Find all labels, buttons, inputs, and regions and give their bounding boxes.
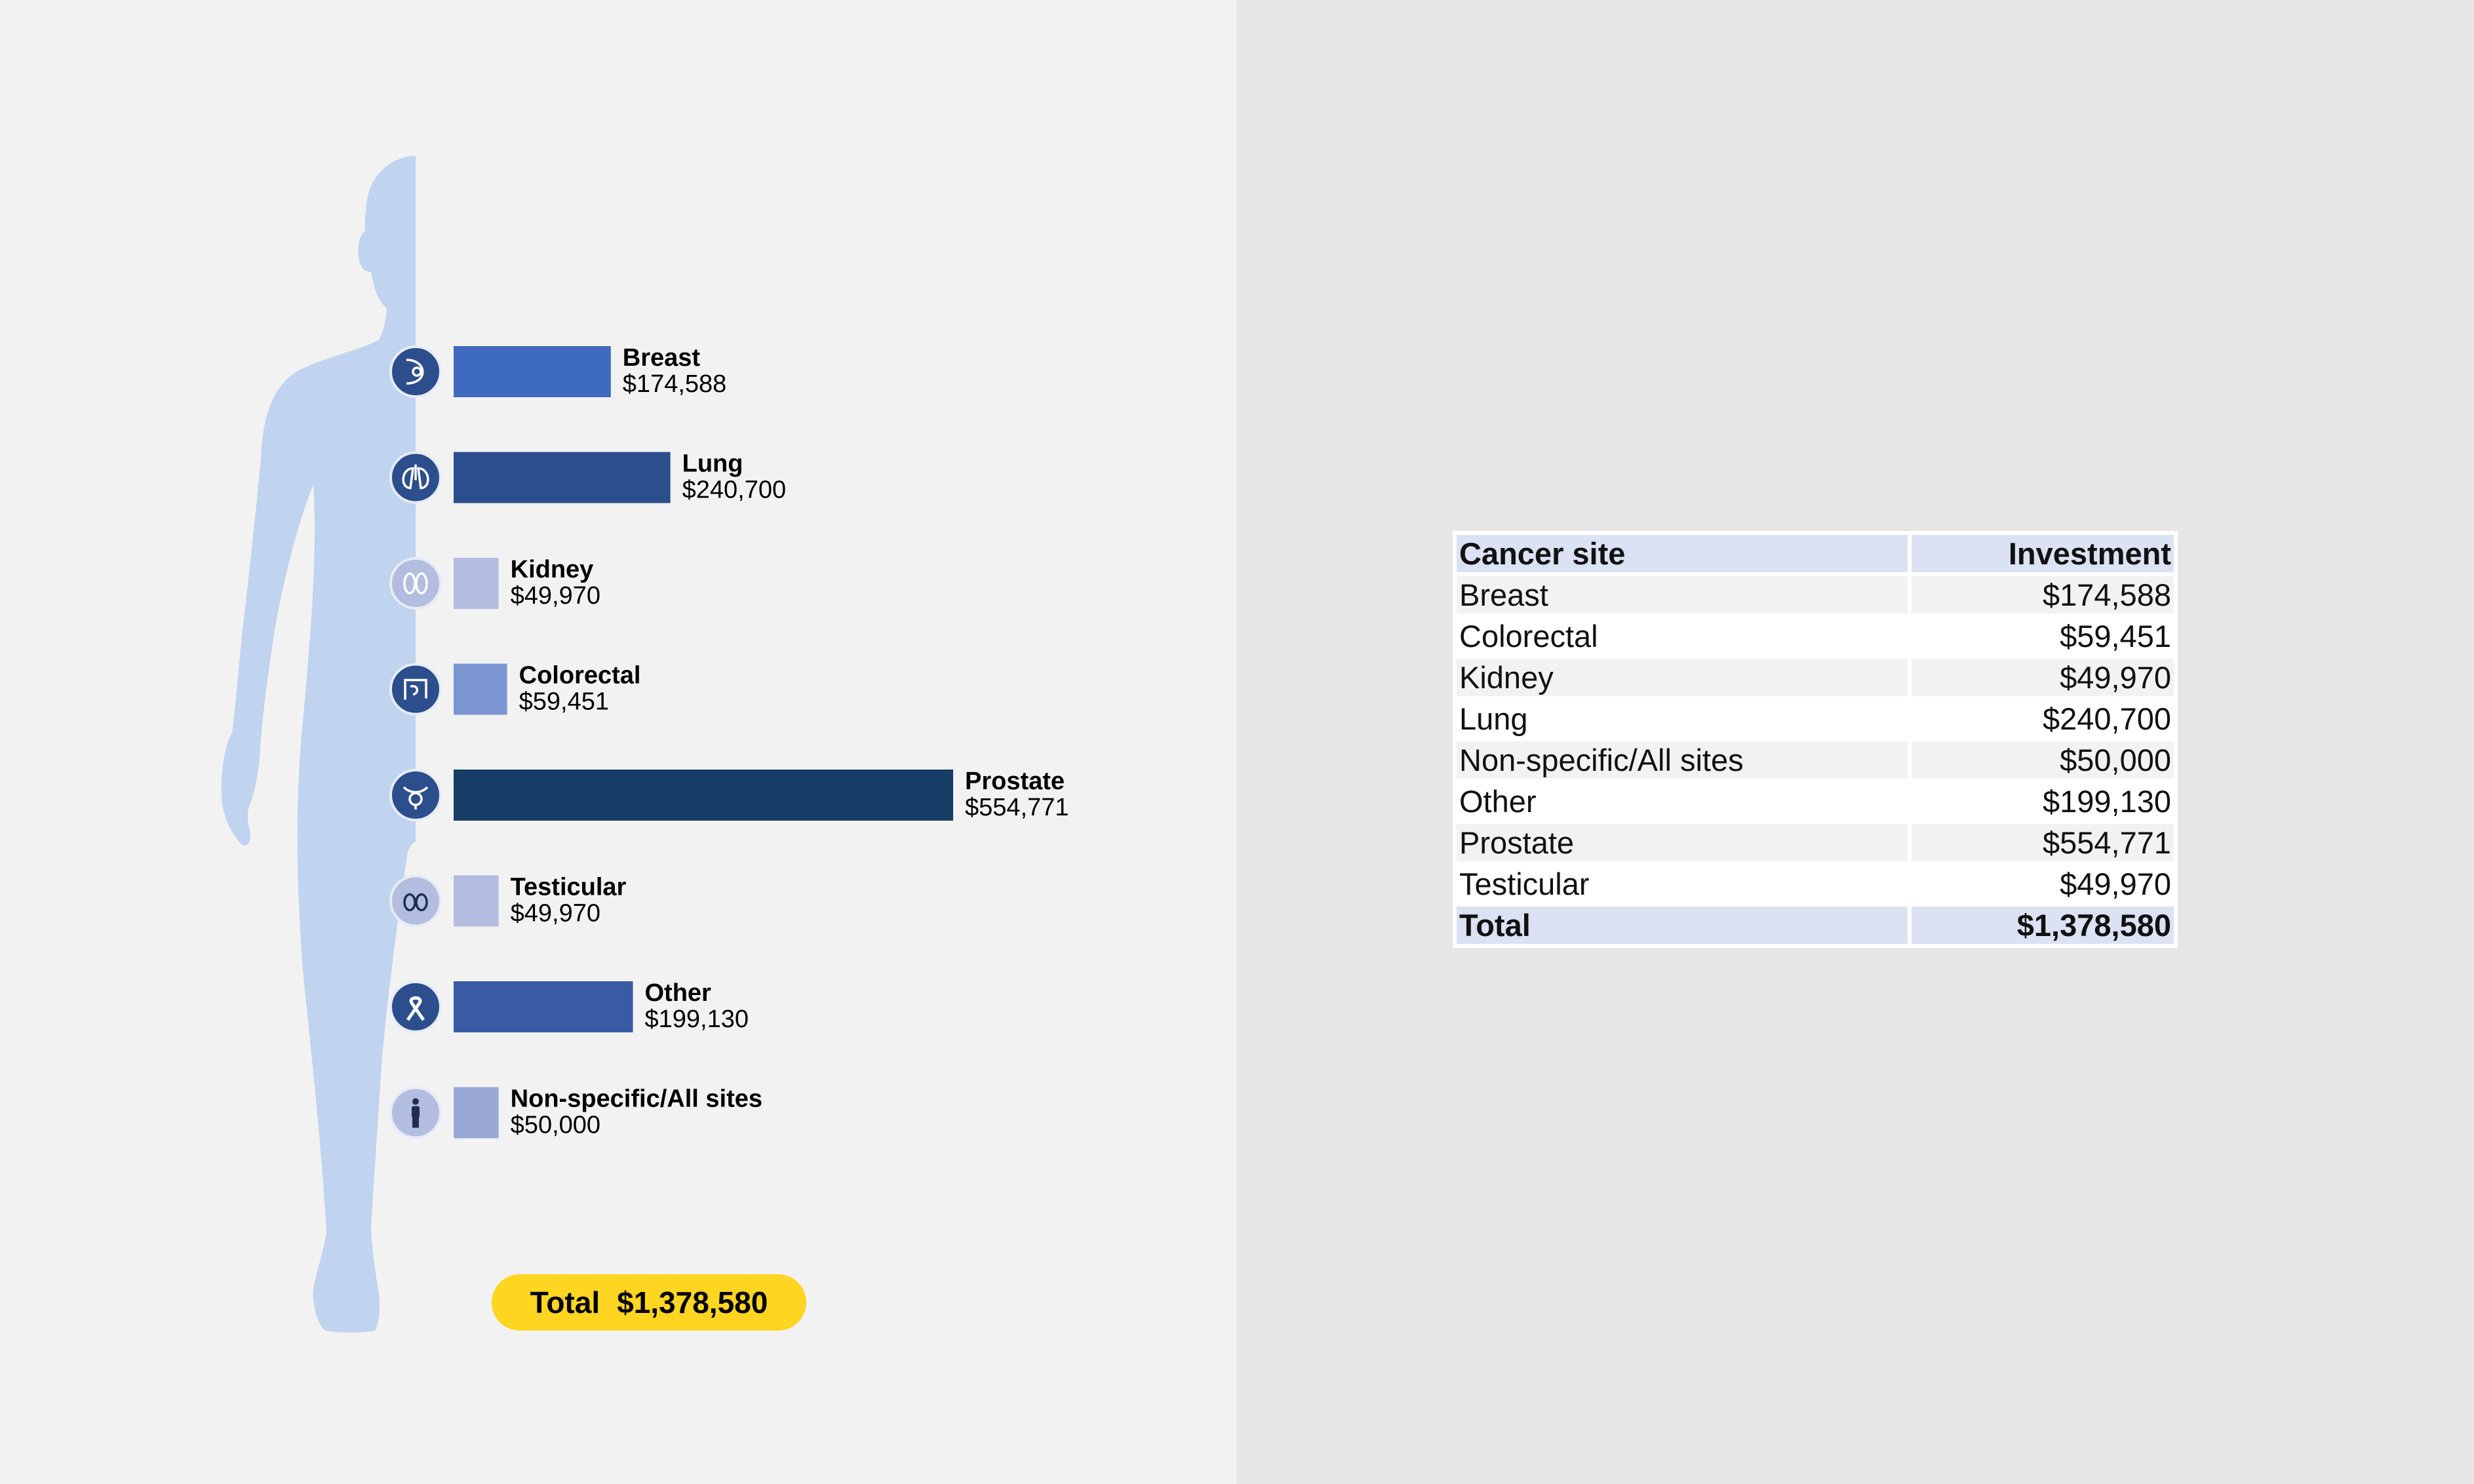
table-row: Other $199,130	[1457, 783, 2174, 820]
table-row: Testicular $49,970	[1457, 865, 2174, 903]
bar	[454, 770, 953, 821]
breast-icon	[406, 359, 424, 385]
cell-site: Breast	[1457, 576, 1908, 614]
cell-site: Testicular	[1457, 865, 1908, 903]
bar	[454, 663, 507, 715]
header-cancer-site: Cancer site	[1457, 535, 1908, 572]
bar-row: Colorectal$59,451	[389, 662, 641, 716]
bar-row: Non-specific/All sites$50,000	[389, 1085, 762, 1139]
cell-investment: $49,970	[1912, 659, 2174, 696]
chart-panel	[0, 0, 1236, 1484]
bar-category-label: Testicular	[511, 874, 627, 901]
bar-row: Testicular$49,970	[389, 874, 627, 928]
table-row: Breast $174,588	[1457, 576, 2174, 614]
bar-category-label: Lung	[682, 450, 743, 478]
bar	[454, 981, 633, 1032]
bar-row: Lung$240,700	[389, 450, 787, 504]
cell-site: Kidney	[1457, 659, 1908, 696]
icon-badge	[389, 345, 442, 398]
bar	[454, 558, 499, 609]
total-label: Total	[530, 1285, 600, 1319]
cell-site: Other	[1457, 783, 1908, 820]
cell-site: Lung	[1457, 700, 1908, 737]
table-row: Lung $240,700	[1457, 700, 2174, 737]
table-row: Prostate $554,771	[1457, 824, 2174, 861]
cancer-investment-chart: Breast$174,588Lung$240,700Kidney$49,970C…	[221, 156, 1069, 1333]
cell-investment: $49,970	[1912, 865, 2174, 903]
bar-row: Breast$174,588	[389, 344, 726, 398]
total-badge: Total $1,378,580	[492, 1274, 806, 1331]
prostate-icon	[403, 786, 429, 810]
icon-badge	[389, 769, 442, 821]
bar-category-label: Prostate	[965, 768, 1065, 795]
body-silhouette	[221, 156, 416, 1333]
bar-value-label: $59,451	[519, 688, 609, 716]
bar-row: Prostate$554,771	[389, 768, 1069, 821]
bar-value-label: $174,588	[623, 370, 726, 398]
cell-site: Colorectal	[1457, 617, 1908, 655]
table-row: Non-specific/All sites $50,000	[1457, 741, 2174, 779]
cell-investment: $59,451	[1912, 617, 2174, 655]
cell-total-label: Total	[1457, 907, 1908, 944]
table-row: Kidney $49,970	[1457, 659, 2174, 696]
table-row: Colorectal $59,451	[1457, 617, 2174, 655]
investment-table: Cancer site Investment Breast $174,588 C…	[1453, 531, 2178, 948]
kidneys-icon	[403, 572, 428, 595]
bar-row: Other$199,130	[389, 979, 749, 1033]
bar-category-label: Non-specific/All sites	[511, 1085, 762, 1113]
bar-value-label: $49,970	[511, 582, 600, 610]
bar	[454, 1087, 499, 1139]
person-icon	[412, 1098, 420, 1128]
total-value: $1,378,580	[617, 1285, 768, 1319]
bar	[454, 875, 499, 927]
cell-investment: $554,771	[1912, 824, 2174, 861]
intestine-icon	[404, 678, 427, 700]
bar-value-label: $554,771	[965, 794, 1069, 821]
bar-value-label: $240,700	[682, 477, 787, 504]
bar-value-label: $199,130	[645, 1006, 749, 1033]
cell-investment: $174,588	[1912, 576, 2174, 614]
bar-value-label: $49,970	[511, 900, 600, 928]
bar	[454, 452, 671, 503]
cell-investment: $50,000	[1912, 741, 2174, 779]
bar-category-label: Colorectal	[519, 662, 641, 690]
cell-investment: $240,700	[1912, 700, 2174, 737]
bar-row: Kidney$49,970	[389, 556, 600, 610]
cell-site: Non-specific/All sites	[1457, 741, 1908, 779]
cell-investment: $199,130	[1912, 783, 2174, 820]
ribbon-icon	[406, 996, 425, 1021]
cell-total-value: $1,378,580	[1912, 907, 2174, 944]
bar-category-label: Breast	[623, 344, 701, 372]
lungs-icon	[402, 464, 429, 490]
icon-badge	[389, 663, 442, 716]
cell-site: Prostate	[1457, 824, 1908, 861]
bar-value-label: $50,000	[511, 1112, 600, 1139]
bar	[454, 346, 611, 397]
bar-category-label: Other	[645, 979, 712, 1007]
testicles-icon	[403, 893, 428, 912]
table-header-row: Cancer site Investment	[1457, 535, 2174, 572]
table-total-row: Total $1,378,580	[1457, 907, 2174, 944]
header-investment: Investment	[1912, 535, 2174, 572]
bar-category-label: Kidney	[511, 556, 594, 583]
